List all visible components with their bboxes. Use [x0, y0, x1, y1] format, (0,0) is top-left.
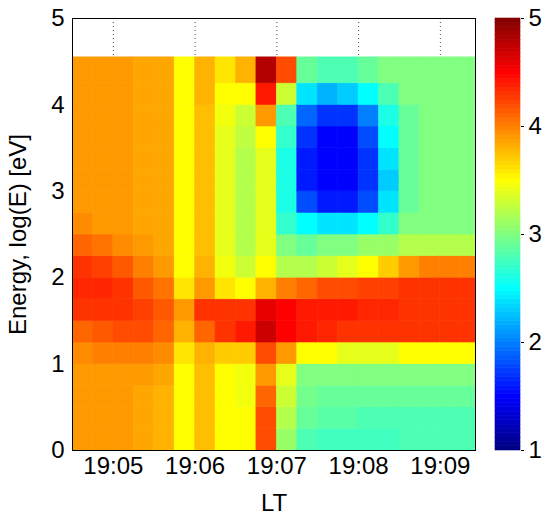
svg-text:1: 1	[529, 436, 542, 463]
svg-text:0: 0	[51, 436, 64, 463]
svg-text:3: 3	[529, 220, 542, 247]
svg-text:19:05: 19:05	[83, 452, 143, 479]
svg-text:19:07: 19:07	[247, 452, 307, 479]
svg-text:4: 4	[51, 91, 64, 118]
svg-text:19:08: 19:08	[329, 452, 389, 479]
svg-text:2: 2	[51, 263, 64, 290]
svg-text:4: 4	[529, 112, 542, 139]
svg-text:19:09: 19:09	[410, 452, 470, 479]
svg-text:5: 5	[529, 4, 542, 31]
svg-text:19:06: 19:06	[165, 452, 225, 479]
svg-text:Energy, log(E) [eV]: Energy, log(E) [eV]	[4, 134, 31, 335]
svg-text:2: 2	[529, 328, 542, 355]
svg-text:1: 1	[51, 350, 64, 377]
svg-text:LT: LT	[261, 489, 288, 516]
svg-text:3: 3	[51, 177, 64, 204]
svg-text:5: 5	[51, 4, 64, 31]
